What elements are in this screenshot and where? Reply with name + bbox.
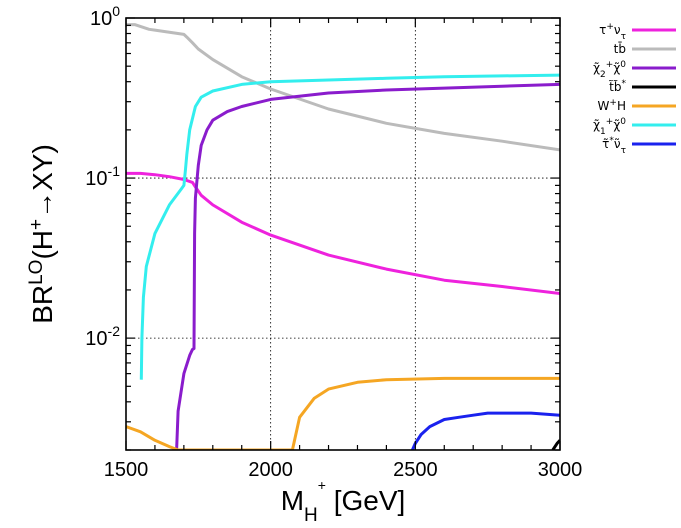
x-tick-label: 2000 — [248, 459, 293, 481]
legend-label: t̃b̃* — [609, 79, 627, 94]
legend-label: tb̄ — [614, 42, 626, 56]
series-line-5 — [139, 73, 560, 380]
x-tick-label: 2500 — [393, 459, 438, 481]
series-lines — [126, 23, 560, 450]
legend-label: χ̃2+χ̃0 — [593, 60, 626, 80]
y-tick-label: 10-2 — [85, 323, 120, 350]
y-axis-title: BRLO(H+→XY) — [26, 144, 59, 324]
series-line-0 — [126, 171, 560, 295]
y-tick-label: 10-1 — [85, 163, 120, 190]
x-axis-title: MH+ [GeV] — [281, 477, 406, 526]
plot-frame — [125, 17, 561, 451]
legend-label: χ̃1+χ̃0 — [593, 117, 626, 137]
series-line-4 — [126, 376, 560, 450]
axis-ticks — [125, 17, 561, 451]
series-line-3 — [551, 439, 560, 450]
x-tick-label: 1500 — [104, 459, 149, 481]
x-tick-labels: 1500 2000 2500 3000 — [104, 459, 583, 481]
series-line-2 — [175, 82, 560, 450]
y-tick-labels: 100 10-1 10-2 — [85, 3, 120, 350]
legend-label: τ+ντ — [599, 22, 626, 42]
legend-label: τ̃*ν̃τ — [602, 136, 626, 156]
series-line-6 — [411, 411, 560, 450]
series-line-1 — [126, 23, 560, 152]
legend-label: W+H — [598, 98, 626, 113]
y-tick-label: 100 — [90, 3, 120, 30]
x-tick-label: 3000 — [538, 459, 583, 481]
